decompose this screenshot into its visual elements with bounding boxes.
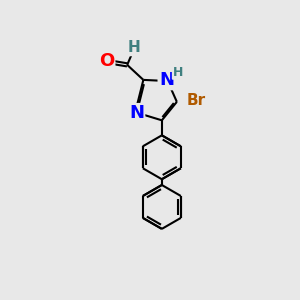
Text: H: H [173,66,183,79]
Text: N: N [129,104,144,122]
Text: H: H [128,40,140,55]
Text: Br: Br [187,93,206,108]
Text: O: O [99,52,114,70]
Text: N: N [159,71,174,89]
